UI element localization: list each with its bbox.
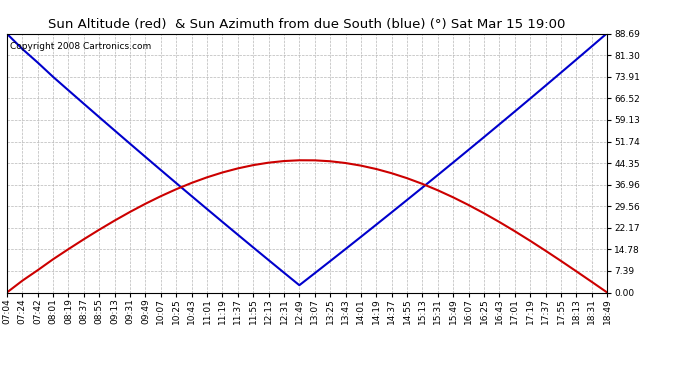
Text: Copyright 2008 Cartronics.com: Copyright 2008 Cartronics.com	[10, 42, 151, 51]
Title: Sun Altitude (red)  & Sun Azimuth from due South (blue) (°) Sat Mar 15 19:00: Sun Altitude (red) & Sun Azimuth from du…	[48, 18, 566, 31]
